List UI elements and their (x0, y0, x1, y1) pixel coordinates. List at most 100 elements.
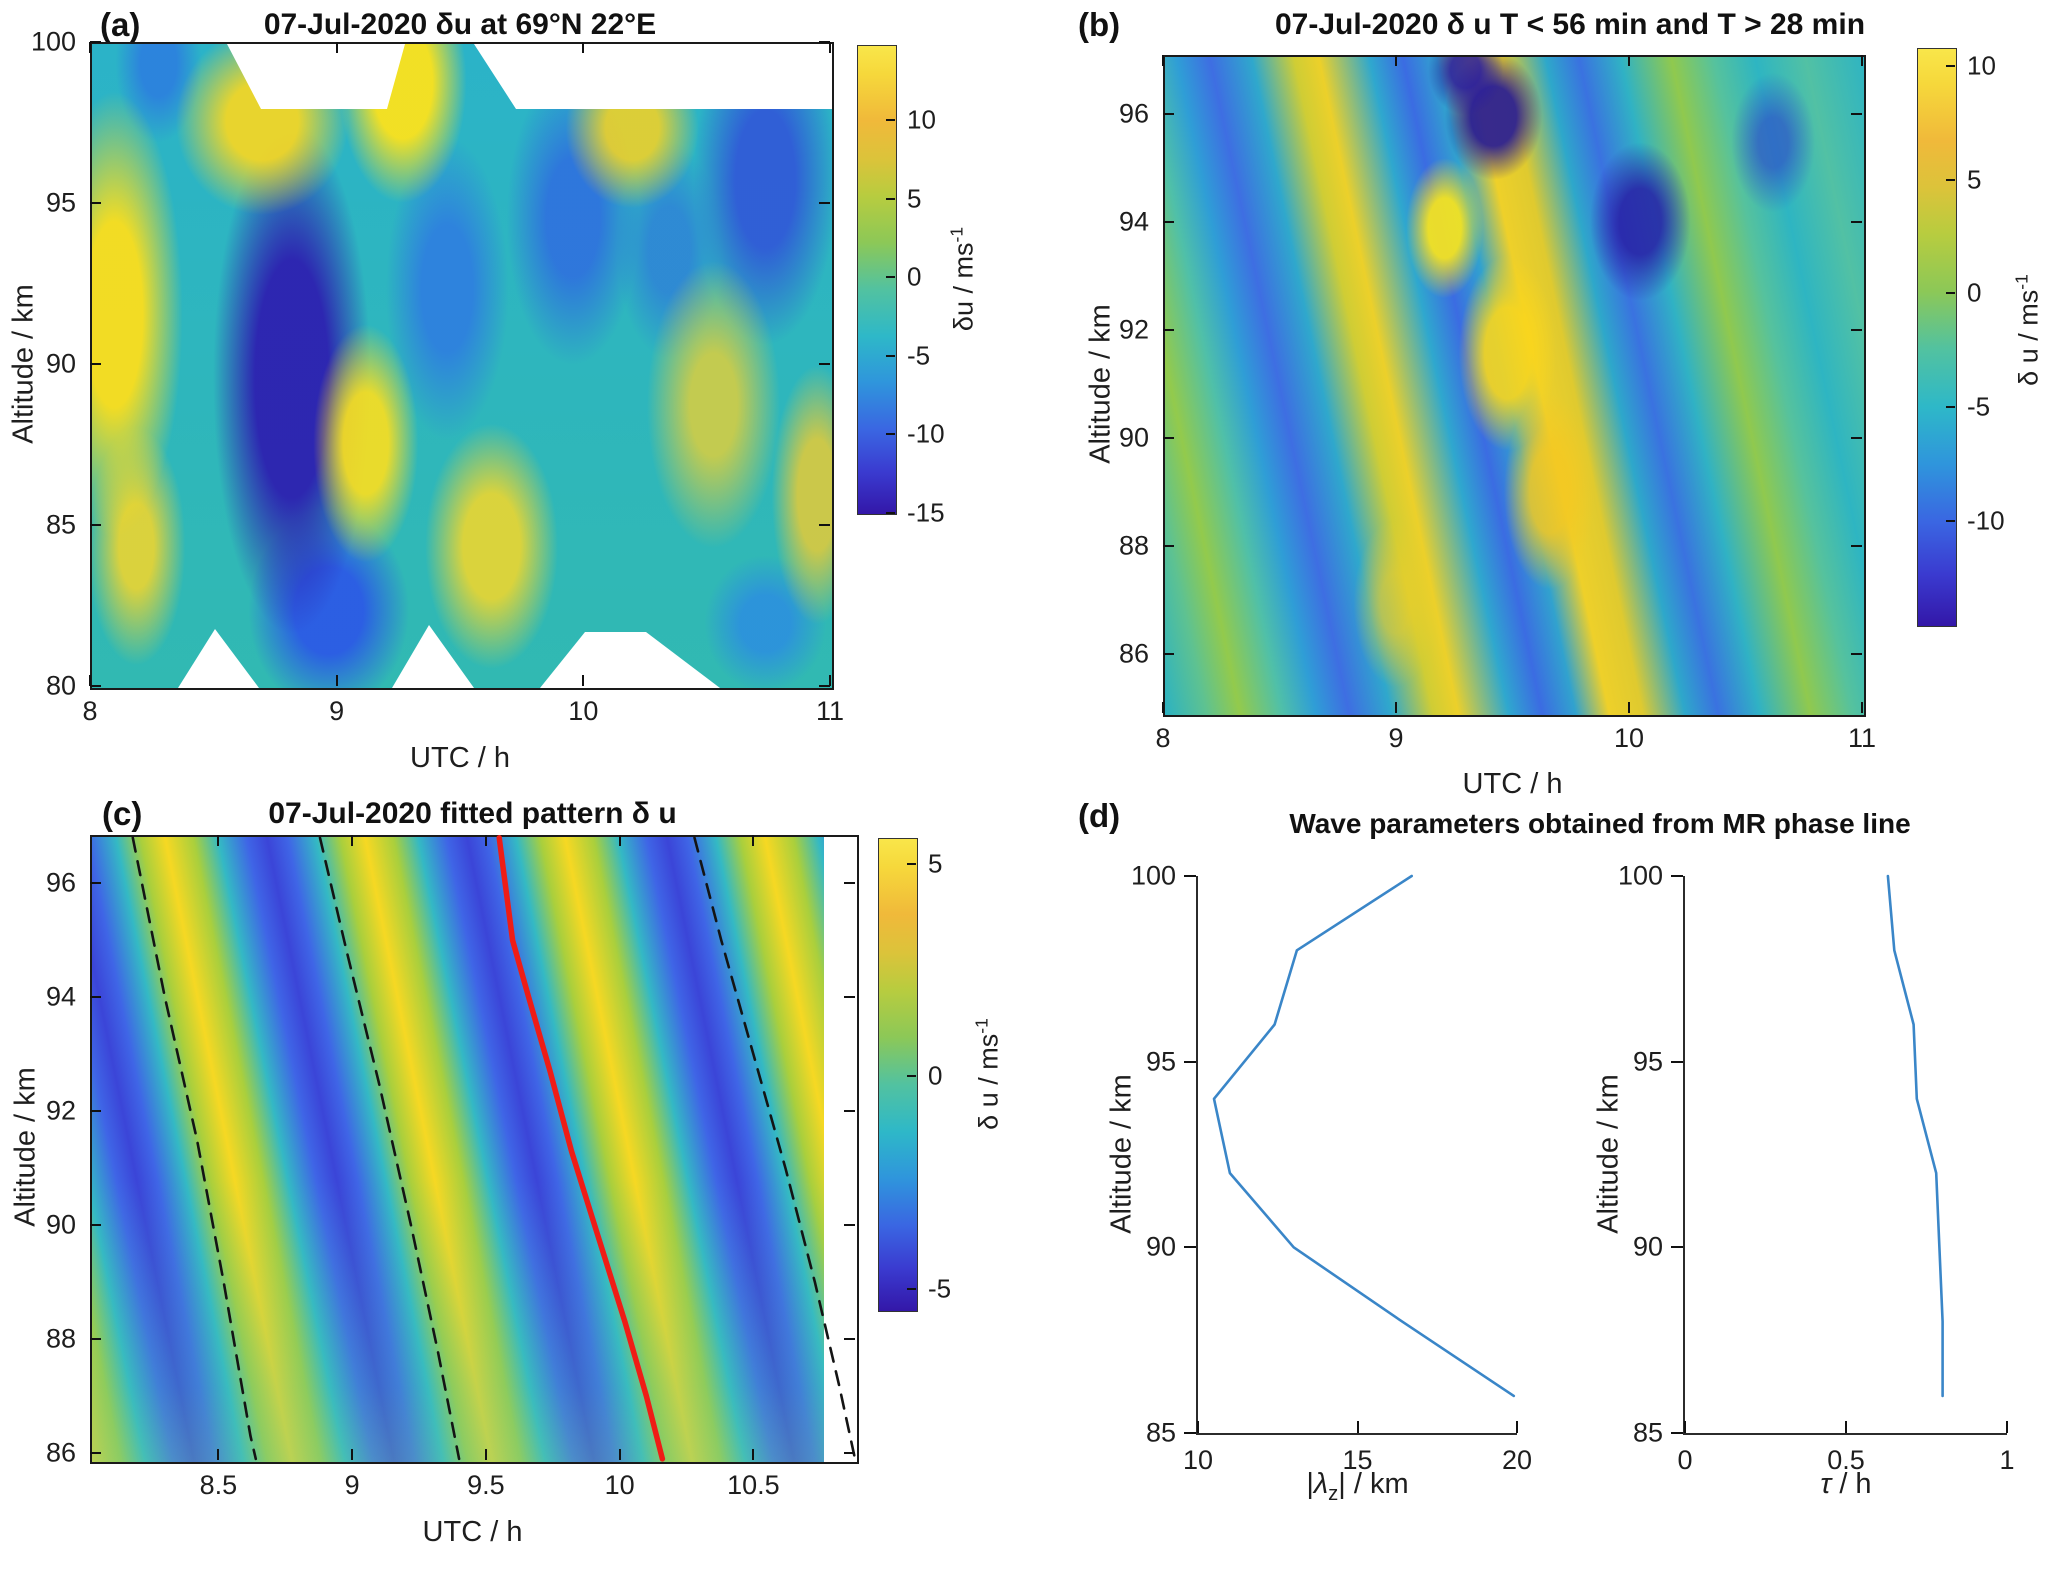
y-tick (1184, 875, 1196, 877)
x-tick (1162, 55, 1164, 66)
x-tick (351, 1449, 354, 1460)
x-tick-label: 20 (1501, 1445, 1533, 1475)
y-tick-label: 95 (1145, 1046, 1176, 1077)
y-tick (1851, 221, 1862, 224)
y-tick-label: 94 (45, 981, 76, 1012)
x-tick-label: 8.5 (199, 1470, 238, 1500)
y-tick-label: 100 (1130, 860, 1176, 891)
y-tick-label: 85 (1145, 1417, 1176, 1448)
colorbar-tick (886, 119, 895, 122)
y-tick-label: 90 (1145, 1231, 1176, 1262)
panel-d-title: Wave parameters obtained from MR phase l… (1289, 808, 1911, 839)
x-tick-label: 11 (1847, 723, 1877, 753)
y-tick (90, 41, 101, 43)
x-tick-label: 10.5 (727, 1470, 780, 1500)
colorbar-tick (886, 512, 895, 514)
y-tick-label: 96 (1118, 98, 1149, 129)
y-tick (819, 524, 830, 526)
xlabel-c: UTC / h (422, 1516, 523, 1548)
y-tick-label: 96 (45, 867, 76, 898)
y-tick (1671, 1060, 1683, 1063)
x-tick (829, 675, 831, 686)
x-tick (752, 1449, 755, 1460)
panel-b-label: (b) (1078, 6, 1121, 43)
x-tick (484, 835, 487, 846)
colorbar-a-caption: δu / ms-1 (946, 226, 979, 332)
y-tick-label: 95 (45, 187, 76, 218)
panel-c-label: (c) (102, 795, 143, 832)
x-tick-label: 0.5 (1827, 1445, 1865, 1475)
panel-b-title: 07-Jul-2020 δ u T < 56 min and T > 28 mi… (1274, 8, 1866, 41)
y-tick (1851, 652, 1862, 655)
x-tick-label: 8 (1155, 723, 1171, 753)
colorbar-tick-label: 5 (907, 183, 922, 214)
colorbar-tick (886, 197, 895, 200)
colorbar-tick-label: -10 (907, 418, 945, 449)
panel-c-title: 07-Jul-2020 fitted pattern δ u (268, 797, 677, 830)
colorbar-c-caption: δ u / ms-1 (971, 1018, 1004, 1130)
x-tick-label: 9 (329, 696, 345, 726)
colorbar-tick-label: 10 (907, 104, 936, 135)
y-tick (90, 202, 101, 204)
y-tick-label: 92 (45, 1095, 76, 1126)
colorbar-a (857, 45, 897, 515)
y-tick (90, 524, 101, 526)
y-tick (1184, 1060, 1196, 1063)
colorbar-b-caption: δ u / ms-1 (2011, 274, 2044, 386)
x-tick (217, 835, 220, 846)
y-tick-label: 92 (1118, 314, 1149, 345)
ylabel-c: Altitude / km (9, 1067, 42, 1227)
y-tick-label: 90 (1632, 1231, 1663, 1262)
y-tick (819, 363, 830, 365)
colorbar-tick-label: -5 (928, 1273, 952, 1304)
y-tick (90, 685, 101, 687)
x-tick (335, 675, 338, 686)
missing-data-region (474, 44, 832, 109)
x-tick (582, 675, 585, 686)
x-tick (1395, 702, 1397, 713)
colorbar-tick-label: 0 (1967, 277, 1982, 308)
colorbar-tick (886, 276, 895, 279)
colorbar-tick (1946, 292, 1955, 295)
colorbar-tick-label: 5 (1967, 164, 1982, 195)
x-tick (829, 42, 831, 53)
x-tick (1356, 1421, 1359, 1433)
y-tick (1163, 329, 1174, 332)
y-tick (90, 1110, 101, 1113)
colorbar-tick (1946, 65, 1955, 68)
y-tick (1671, 1246, 1683, 1249)
heatmap-c (90, 835, 859, 1464)
y-tick (1851, 329, 1862, 332)
y-tick-label: 100 (30, 26, 76, 57)
y-tick (1184, 1432, 1196, 1434)
colorbar-c (878, 838, 918, 1312)
y-tick (844, 1110, 855, 1113)
colorbar-tick-label: -5 (1967, 391, 1991, 422)
xlabel-tau: τ / h (1820, 1468, 1872, 1500)
x-tick (89, 675, 91, 686)
x-tick (1861, 702, 1863, 713)
y-tick (1163, 436, 1174, 439)
missing-data-region (227, 44, 405, 109)
xlabel-a: UTC / h (410, 742, 510, 774)
missing-data-region (392, 625, 474, 688)
xlabel-b: UTC / h (1462, 768, 1563, 800)
panel-a-title: 07-Jul-2020 δu at 69°N 22°E (263, 8, 657, 41)
x-tick (752, 835, 755, 846)
colorbar-tick (1946, 178, 1955, 181)
y-tick (1184, 1246, 1196, 1249)
x-tick-label: 1 (1999, 1445, 2015, 1475)
y-tick (1851, 436, 1862, 439)
y-tick (1851, 113, 1862, 116)
y-tick (1671, 1432, 1683, 1434)
x-tick-label: 10 (568, 696, 599, 726)
x-tick-label: 9 (1388, 723, 1404, 753)
y-tick-label: 90 (45, 1209, 76, 1240)
x-tick-label: 15 (1342, 1445, 1373, 1475)
x-tick (1516, 1421, 1518, 1433)
y-tick-label: 88 (45, 1323, 76, 1354)
x-tick-label: 10 (604, 1470, 635, 1500)
y-tick (90, 1338, 101, 1341)
y-tick (90, 882, 101, 885)
x-tick (217, 1449, 220, 1460)
